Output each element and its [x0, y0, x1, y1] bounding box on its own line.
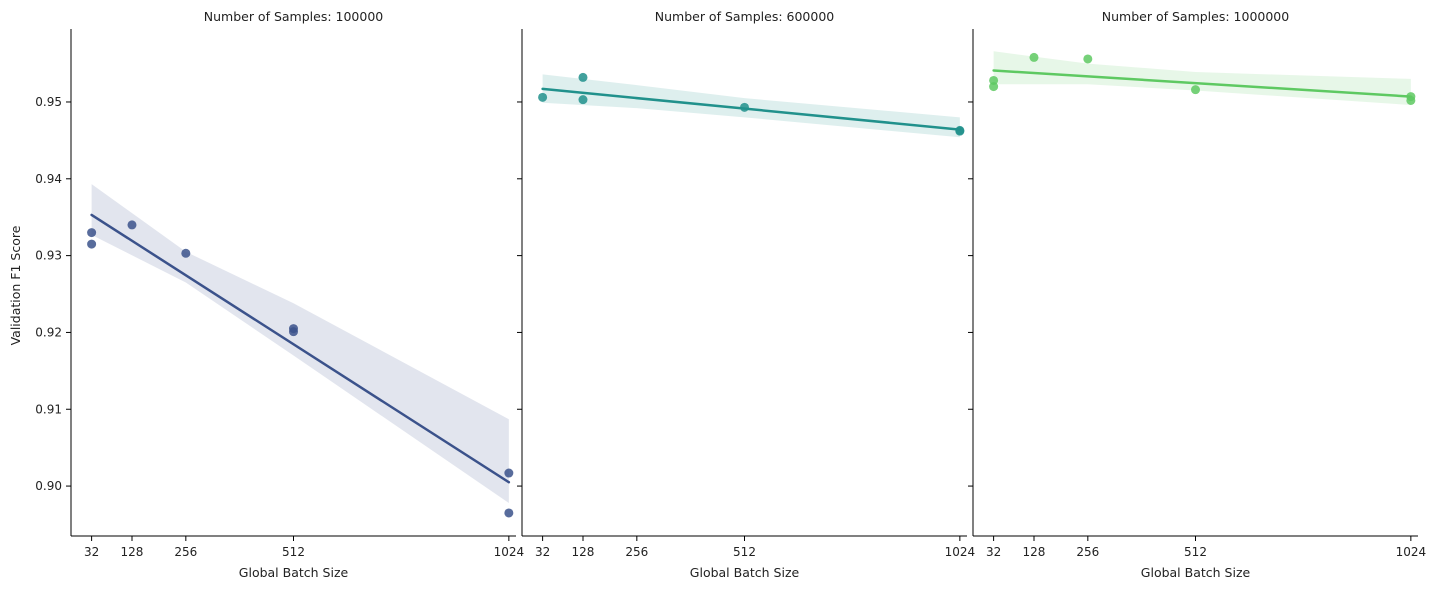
data-point [127, 220, 137, 230]
x-tick-label: 128 [572, 545, 595, 559]
data-point [87, 239, 97, 249]
panel-title: Number of Samples: 600000 [655, 9, 835, 24]
x-tick-label: 256 [1076, 545, 1099, 559]
panel-title: Number of Samples: 100000 [204, 9, 384, 24]
x-axis-label: Global Batch Size [1141, 565, 1251, 580]
data-point [1029, 52, 1039, 62]
panel-title: Number of Samples: 1000000 [1102, 9, 1289, 24]
confidence-band [542, 74, 960, 138]
y-tick-label: 0.94 [35, 172, 62, 186]
x-tick-label: 32 [84, 545, 99, 559]
x-tick-label: 1024 [494, 545, 525, 559]
data-point [538, 92, 548, 102]
x-tick-label: 256 [174, 545, 197, 559]
data-point [989, 82, 999, 92]
regression-line [992, 69, 1413, 98]
data-point [289, 327, 298, 337]
x-tick-label: 128 [121, 545, 144, 559]
y-tick-label: 0.95 [35, 95, 62, 109]
regression-line [541, 87, 962, 131]
y-tick-label: 0.93 [35, 249, 62, 263]
x-tick-label: 32 [986, 545, 1001, 559]
x-tick-label: 256 [625, 545, 648, 559]
data-point [181, 248, 191, 258]
facet-panel-3: 32 128 256 512 1024 Number of Samples: 100000… [968, 9, 1426, 580]
facet-panel-1: 0.90 0.91 0.92 0.93 0.94 0.95 32 128 256 512 1024 N… [8, 9, 524, 580]
x-tick-label: 512 [733, 545, 756, 559]
data-point [955, 126, 965, 136]
data-point [87, 228, 97, 238]
data-point [740, 102, 749, 112]
y-tick-label: 0.92 [35, 325, 62, 339]
y-tick-label: 0.91 [35, 402, 62, 416]
data-point [504, 508, 514, 518]
x-tick-label: 128 [1023, 545, 1046, 559]
data-point [504, 468, 514, 478]
data-point [578, 95, 588, 105]
facet-panel-2: 32 128 256 512 1024 Number of Samples: 600000… [517, 9, 975, 580]
x-tick-label: 512 [1184, 545, 1207, 559]
data-point [578, 72, 588, 82]
x-axis-label: Global Batch Size [690, 565, 800, 580]
data-point [1191, 85, 1200, 95]
x-tick-label: 512 [282, 545, 305, 559]
x-tick-label: 1024 [945, 545, 976, 559]
confidence-band [91, 184, 509, 503]
regression-line [90, 213, 511, 484]
x-axis-label: Global Batch Size [239, 565, 349, 580]
y-axis-label: Validation F1 Score [8, 225, 23, 345]
y-tick-label: 0.90 [35, 479, 62, 493]
confidence-band [993, 51, 1411, 106]
data-point [1083, 54, 1093, 64]
data-point [1406, 95, 1416, 105]
x-tick-label: 32 [535, 545, 550, 559]
x-tick-label: 1024 [1396, 545, 1427, 559]
